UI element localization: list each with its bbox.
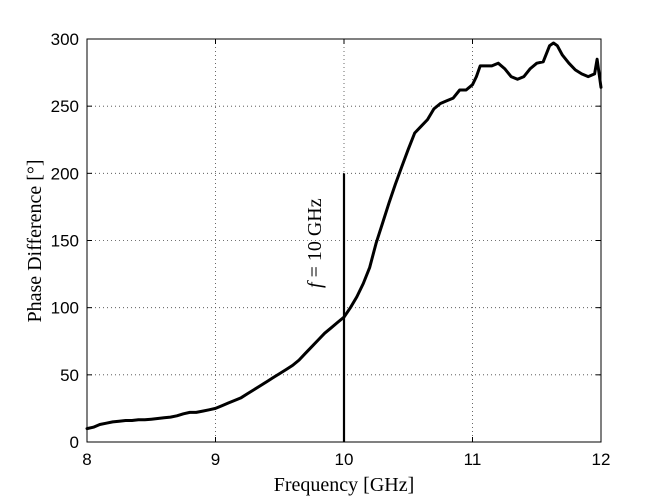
x-tick-label: 9 — [211, 450, 220, 469]
y-tick-label: 300 — [51, 30, 79, 49]
y-tick-label: 250 — [51, 97, 79, 116]
y-tick-label: 50 — [60, 366, 79, 385]
x-tick-label: 8 — [82, 450, 91, 469]
y-tick-label: 150 — [51, 232, 79, 251]
y-axis-ticks: 0 50 100 150 200 250 300 — [51, 30, 601, 452]
frequency-symbol: f — [304, 280, 326, 288]
y-tick-label: 100 — [51, 299, 79, 318]
x-tick-label: 12 — [592, 450, 611, 469]
x-tick-label: 11 — [464, 450, 482, 469]
x-axis-ticks: 8 9 10 11 12 — [82, 39, 610, 469]
frequency-marker-label: f = 10 GHz — [304, 198, 326, 288]
phase-difference-line — [85, 41, 603, 431]
x-tick-label: 10 — [335, 450, 354, 469]
y-axis-label: Phase Difference [°] — [24, 159, 46, 322]
y-tick-label: 200 — [51, 164, 79, 183]
y-tick-label: 0 — [70, 433, 79, 452]
plot-area — [85, 41, 603, 442]
x-axis-label: Frequency [GHz] — [274, 474, 415, 496]
frequency-value: = 10 GHz — [304, 198, 326, 277]
